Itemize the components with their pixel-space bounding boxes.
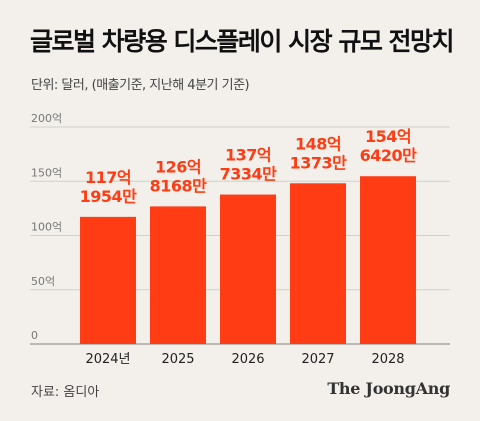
bar-value-label: 8168만 [150, 176, 208, 195]
y-tick-label: 200억 [31, 112, 62, 125]
y-tick-label: 100억 [31, 221, 62, 234]
bar-value-label: 126억 [155, 157, 201, 176]
bar [360, 176, 416, 344]
bar-value-label: 1954만 [80, 187, 138, 206]
bar [80, 216, 136, 344]
x-tick-label: 2026 [231, 352, 264, 367]
bar [150, 206, 206, 344]
bar-value-label: 154억 [365, 127, 411, 146]
bar [290, 183, 346, 344]
x-tick-label: 2028 [371, 352, 404, 367]
x-tick-label: 2024년 [85, 352, 130, 367]
x-tick-label: 2027 [301, 352, 334, 367]
publisher-logo: The JoongAng [327, 379, 450, 398]
bar-value-label: 137억 [225, 146, 271, 165]
bar-value-label: 7334만 [220, 165, 278, 184]
unit-note: 단위: 달러, (매출기준, 지난해 4분기 기준) [31, 78, 250, 93]
x-tick-label: 2025 [161, 352, 194, 367]
bar-value-label: 117억 [85, 168, 131, 187]
bar-value-label: 1373만 [290, 153, 348, 172]
chart-title: 글로벌 차량용 디스플레이 시장 규모 전망치 [30, 27, 455, 56]
y-tick-label: 150억 [31, 166, 62, 179]
source-note: 자료: 옴디아 [31, 385, 100, 400]
bar-value-label: 148억 [295, 134, 341, 153]
y-tick-label: 50억 [31, 275, 55, 288]
bar-value-label: 6420만 [360, 146, 418, 165]
bar [220, 194, 276, 344]
y-tick-label: 0 [31, 329, 38, 342]
